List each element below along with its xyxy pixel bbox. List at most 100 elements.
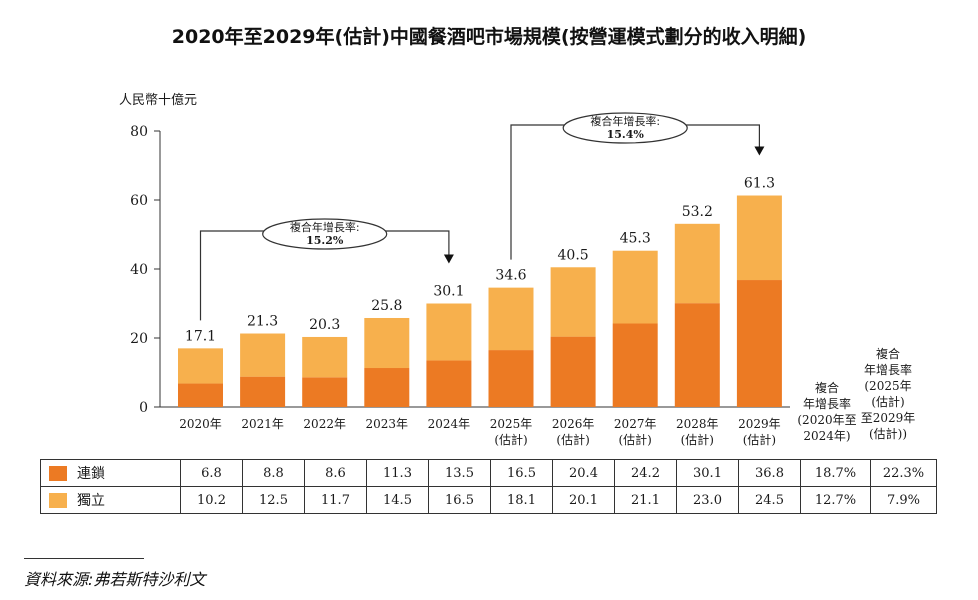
x-tick-label: (估計) <box>619 432 652 447</box>
y-tick-label: 20 <box>130 331 148 347</box>
cagr-header-label: (估計)) <box>869 426 907 441</box>
bar-chain <box>550 336 596 407</box>
x-tick-label: 2023年 <box>366 417 409 431</box>
table-cagr-cell: 18.7% <box>800 459 871 487</box>
x-tick-label: 2027年 <box>614 417 657 431</box>
bar-independent <box>178 348 223 384</box>
bar-chain <box>240 376 286 407</box>
table-value-cell: 18.1 <box>490 486 553 514</box>
cagr-header-label: 複合 <box>815 380 839 395</box>
bar-independent <box>550 267 596 337</box>
bar-chain <box>364 368 410 407</box>
bar-total-label: 25.8 <box>371 298 402 314</box>
table-value-cell: 30.1 <box>676 459 739 487</box>
table-value-cell: 36.8 <box>738 459 801 487</box>
bar-total-label: 40.5 <box>558 247 589 263</box>
y-axis-label: 人民幣十億元 <box>119 92 197 108</box>
table-value-cell: 13.5 <box>428 459 491 487</box>
cagr-callout-label: 複合年增長率: <box>590 114 660 128</box>
table-cagr-cell: 22.3% <box>870 459 937 487</box>
stacked-bar-chart: 人民幣十億元 0 20 40 60 80 17.1 2020年 21.3 2021年 20.3 202… <box>119 92 916 447</box>
bar-chain <box>736 280 782 407</box>
x-tick-label: 2021年 <box>241 417 284 431</box>
bar-total-label: 17.1 <box>185 328 216 344</box>
x-tick-label: (估計) <box>556 432 589 447</box>
bar-independent <box>302 336 348 378</box>
cagr-callout <box>562 112 688 144</box>
table-value-cell: 8.6 <box>304 459 367 487</box>
bar-total-label: 61.3 <box>744 176 775 192</box>
cagr-header-label: 年增長率 <box>803 396 851 411</box>
x-tick-label: (估計) <box>494 432 527 447</box>
series-name: 連鎖 <box>77 466 105 482</box>
series-legend-cell: 獨立 <box>40 486 181 514</box>
bar-independent <box>674 223 720 304</box>
table-value-cell: 24.5 <box>738 486 801 514</box>
table-value-cell: 11.3 <box>366 459 429 487</box>
bar-independent <box>240 333 286 377</box>
cagr-header-label: (2020年至 <box>797 413 856 427</box>
bar-chain <box>488 350 534 407</box>
data-table: 連鎖 6.8 8.8 8.6 11.3 13.5 16.5 20.4 24.2 30.1 36.8 1… <box>40 459 937 514</box>
x-tick-label: (估計) <box>743 432 776 447</box>
table-row: 連鎖 6.8 8.8 8.6 11.3 13.5 16.5 20.4 24.2 30.1 36.8 1… <box>40 459 937 487</box>
cagr-arrowhead <box>754 146 765 156</box>
bar-chain <box>612 323 658 407</box>
cagr-header-label: (2025年 <box>864 379 911 393</box>
source-divider <box>24 558 144 559</box>
bar-total-label: 21.3 <box>247 314 278 330</box>
table-value-cell: 8.8 <box>242 459 305 487</box>
table-value-cell: 12.5 <box>242 486 305 514</box>
table-value-cell: 23.0 <box>676 486 739 514</box>
bar-chain <box>178 383 223 407</box>
cagr-callout-value: 15.4% <box>607 128 645 141</box>
bar-independent <box>736 195 782 281</box>
x-tick-label: 2022年 <box>303 417 346 431</box>
table-value-cell: 20.4 <box>552 459 615 487</box>
series-legend-cell: 連鎖 <box>40 459 181 487</box>
bar-total-label: 53.2 <box>682 204 713 220</box>
y-tick-label: 40 <box>130 262 148 278</box>
cagr-arrowhead <box>443 254 454 264</box>
chart-title: 2020年至2029年(估計)中國餐酒吧市場規模(按營運模式劃分的收入明細) <box>171 26 807 48</box>
x-tick-label: (估計) <box>681 432 714 447</box>
table-value-cell: 20.1 <box>552 486 615 514</box>
table-value-cell: 11.7 <box>304 486 367 514</box>
series-name: 獨立 <box>77 493 105 509</box>
table-value-cell: 10.2 <box>180 486 243 514</box>
bar-chain <box>302 377 348 407</box>
table-value-cell: 16.5 <box>490 459 553 487</box>
bar-independent <box>426 303 472 361</box>
table-value-cell: 6.8 <box>180 459 243 487</box>
bar-chain <box>674 303 720 407</box>
bar-total-label: 30.1 <box>433 284 464 300</box>
y-tick-label: 60 <box>130 193 148 209</box>
bar-total-label: 34.6 <box>495 268 526 284</box>
table-cagr-cell: 12.7% <box>800 486 871 514</box>
cagr-header-label: 複合 <box>876 346 900 361</box>
table-value-cell: 14.5 <box>366 486 429 514</box>
cagr-header-label: 年增長率 <box>864 362 912 377</box>
x-tick-label: 2026年 <box>552 417 595 431</box>
table-value-cell: 21.1 <box>614 486 677 514</box>
x-tick-label: 2025年 <box>490 417 533 431</box>
cagr-header-label: (估計) <box>871 394 904 409</box>
bar-independent <box>612 250 658 324</box>
bar-total-label: 20.3 <box>309 317 340 333</box>
cagr-header-label: 2024年) <box>803 429 850 443</box>
cagr-callout-value: 15.2% <box>306 234 344 247</box>
bar-chain <box>426 360 472 407</box>
x-tick-label: 2024年 <box>428 417 471 431</box>
x-tick-label: 2028年 <box>676 417 719 431</box>
y-tick-label: 0 <box>139 400 148 416</box>
source-note: 資料來源:弗若斯特沙利文 <box>24 570 206 589</box>
table-value-cell: 16.5 <box>428 486 491 514</box>
cagr-callout <box>262 218 388 250</box>
bar-total-label: 45.3 <box>620 231 651 247</box>
y-tick-label: 80 <box>130 124 148 140</box>
table-cagr-cell: 7.9% <box>870 486 937 514</box>
table-value-cell: 24.2 <box>614 459 677 487</box>
table-row: 獨立 10.2 12.5 11.7 14.5 16.5 18.1 20.1 21.1 23.0 24… <box>40 486 937 514</box>
bar-independent <box>488 287 534 351</box>
cagr-header-label: 至2029年 <box>861 411 916 425</box>
